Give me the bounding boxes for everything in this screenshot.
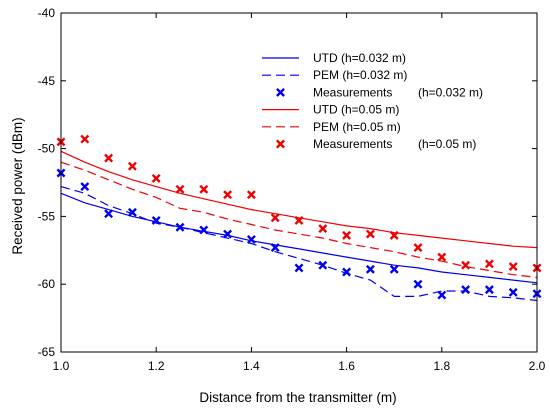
series-5-point (365, 229, 375, 239)
series-5-point (318, 224, 328, 234)
series-5-point (270, 213, 280, 223)
series-2-point (104, 209, 114, 219)
series-5-point (151, 173, 161, 183)
series-5-point (294, 216, 304, 225)
legend-item: UTD (h=0.05 m) (262, 103, 399, 117)
x-tick-label: 1.2 (148, 359, 165, 373)
plot-area (56, 134, 542, 302)
series-0-line (60, 192, 538, 284)
x-tick-label: 1.6 (338, 359, 355, 373)
series-2-point (294, 263, 304, 273)
series-2-point (127, 207, 137, 217)
legend-item: Measurements (276, 137, 392, 151)
legend-label: UTD (h=0.05 m) (313, 103, 399, 117)
series-5-point (461, 260, 471, 270)
series-2-point (365, 264, 375, 274)
legend-item: UTD (h=0.032 m) (262, 51, 406, 65)
series-5-point (389, 230, 399, 240)
series-1-line (60, 186, 538, 302)
series-2-point (318, 260, 328, 270)
legend-item: Measurements (276, 85, 392, 99)
plot-frame (60, 12, 538, 353)
series-2-point (151, 216, 161, 225)
series-5-point (199, 184, 209, 194)
axis-ticks: 1.0 1.2 1.4 1.6 1.8 2.0 -65 -60 -55 -50 -45 -40 (38, 6, 546, 373)
x-tick-label: 1.0 (53, 359, 70, 373)
x-tick-label: 2.0 (529, 359, 546, 373)
series-2-point (461, 285, 471, 295)
series-2-point (413, 279, 423, 289)
series-2-point (437, 290, 447, 300)
series-5-point (246, 190, 256, 200)
series-5-point (484, 259, 494, 269)
series-2-point (270, 243, 280, 253)
y-tick-label: -55 (38, 209, 56, 223)
y-axis-label: Received power (dBm) (10, 117, 25, 254)
legend-marker-swatch (276, 139, 285, 149)
series-2-point (389, 264, 399, 274)
y-tick-label: -45 (38, 74, 56, 88)
series-5-point (80, 134, 90, 144)
y-tick-label: -65 (38, 345, 56, 359)
series-3-line (60, 150, 538, 249)
series-2-point (80, 182, 90, 192)
legend-label: Measurements (313, 137, 392, 151)
series-2-point (223, 229, 233, 239)
y-tick-label: -50 (38, 142, 56, 156)
x-tick-label: 1.4 (243, 359, 260, 373)
series-5-point (175, 184, 185, 194)
series-4-line (60, 161, 538, 278)
series-5-point (413, 243, 423, 253)
legend-label: PEM (h=0.05 m) (313, 120, 401, 134)
legend-group-note: (h=0.032 m) (418, 85, 483, 99)
series-5-point (104, 153, 114, 163)
legend-item: PEM (h=0.05 m) (262, 120, 401, 134)
y-tick-label: -40 (38, 6, 56, 20)
series-2-point (342, 267, 352, 277)
series-2-point (175, 222, 185, 232)
series-5-point (127, 161, 137, 171)
series-5-point (437, 252, 447, 262)
legend-group-note: (h=0.05 m) (418, 137, 476, 151)
series-2-point (199, 225, 209, 235)
y-tick-label: -60 (38, 277, 56, 291)
series-2-point (246, 235, 256, 244)
legend-item: PEM (h=0.032 m) (262, 68, 407, 82)
legend-label: UTD (h=0.032 m) (313, 51, 406, 65)
x-tick-label: 1.8 (433, 359, 450, 373)
legend-label: PEM (h=0.032 m) (313, 68, 407, 82)
series-2-point (508, 287, 518, 297)
legend: UTD (h=0.032 m) PEM (h=0.032 m) Measuremen… (262, 51, 483, 151)
series-2-point (484, 285, 494, 295)
legend-label: Measurements (313, 85, 392, 99)
legend-marker-swatch (276, 87, 285, 97)
x-axis-label: Distance from the transmitter (m) (199, 390, 396, 405)
series-5-point (508, 262, 518, 272)
series-5-point (342, 230, 352, 240)
series-5-point (223, 190, 233, 200)
